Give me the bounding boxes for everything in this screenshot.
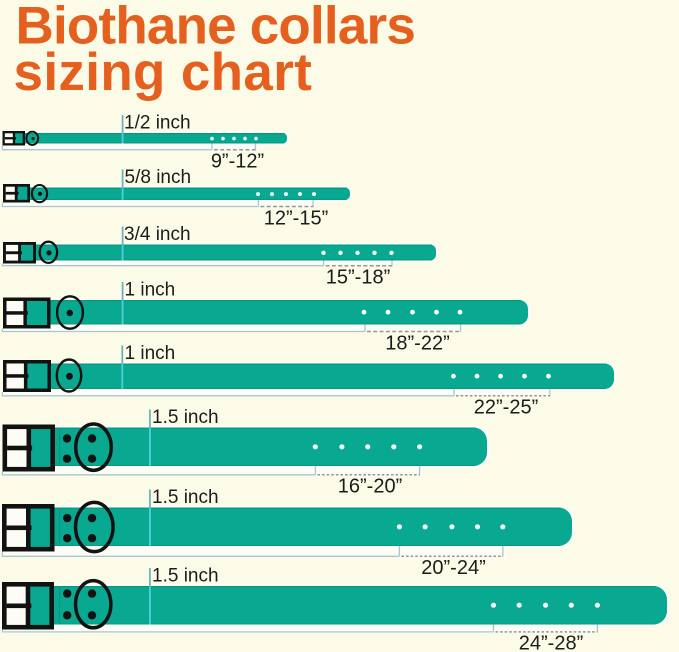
svg-text:1/2 inch: 1/2 inch: [124, 113, 191, 134]
svg-text:18”-22”: 18”-22”: [385, 332, 449, 354]
svg-text:12”-15”: 12”-15”: [264, 207, 328, 229]
svg-text:sizing chart: sizing chart: [14, 43, 313, 102]
svg-text:5/8 inch: 5/8 inch: [125, 167, 192, 188]
svg-text:Biothane collars: Biothane collars: [16, 0, 416, 56]
svg-text:9”-12”: 9”-12”: [211, 151, 264, 173]
svg-text:15”-18”: 15”-18”: [326, 267, 390, 289]
svg-text:1.5 inch: 1.5 inch: [152, 487, 219, 508]
svg-text:1 inch: 1 inch: [125, 280, 176, 301]
svg-text:1 inch: 1 inch: [125, 343, 176, 364]
svg-text:1.5 inch: 1.5 inch: [152, 407, 219, 428]
svg-text:22”-25”: 22”-25”: [474, 397, 538, 419]
svg-text:16”-20”: 16”-20”: [338, 476, 402, 498]
svg-text:1.5 inch: 1.5 inch: [152, 566, 219, 587]
svg-text:24”-28”: 24”-28”: [519, 633, 583, 652]
svg-text:3/4 inch: 3/4 inch: [124, 224, 191, 245]
svg-text:20”-24”: 20”-24”: [421, 557, 485, 579]
